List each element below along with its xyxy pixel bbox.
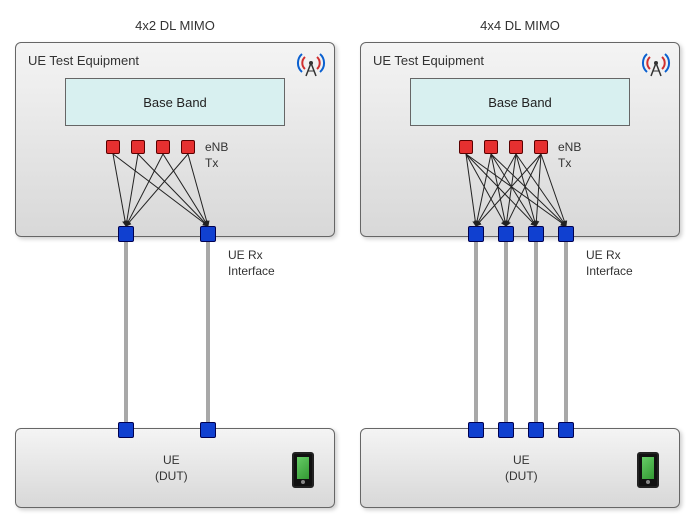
- left-rx-top-2: [200, 226, 216, 242]
- left-baseband: Base Band: [65, 78, 285, 126]
- right-tx-3: [509, 140, 523, 154]
- left-antenna-icon: [296, 48, 326, 78]
- left-ue-text: UE: [163, 453, 180, 467]
- left-dut-text: (DUT): [155, 469, 188, 483]
- left-rx-bot-1: [118, 422, 134, 438]
- left-rx-top-1: [118, 226, 134, 242]
- right-tx-1: [459, 140, 473, 154]
- left-title: 4x2 DL MIMO: [110, 18, 240, 33]
- right-equipment-label: UE Test Equipment: [373, 53, 484, 68]
- right-rx-top-4: [558, 226, 574, 242]
- right-antenna-icon: [641, 48, 671, 78]
- right-rx-bot-3: [528, 422, 544, 438]
- right-dut-text: (DUT): [505, 469, 538, 483]
- right-cable-4: [564, 242, 568, 424]
- right-cable-2: [504, 242, 508, 424]
- left-phone-icon: [292, 452, 314, 488]
- left-ue-label: UE (DUT): [155, 453, 188, 484]
- right-ue-label: UE (DUT): [505, 453, 538, 484]
- right-rx-bot-1: [468, 422, 484, 438]
- left-enb-tx-label: eNB Tx: [205, 140, 228, 171]
- left-tx-2: [131, 140, 145, 154]
- right-cable-3: [534, 242, 538, 424]
- left-equipment-label: UE Test Equipment: [28, 53, 139, 68]
- left-cable-2: [206, 242, 210, 424]
- right-enb-tx-label: eNB Tx: [558, 140, 581, 171]
- right-baseband: Base Band: [410, 78, 630, 126]
- right-cable-1: [474, 242, 478, 424]
- left-equipment-panel: UE Test Equipment: [15, 42, 335, 237]
- left-tx-4: [181, 140, 195, 154]
- right-tx-4: [534, 140, 548, 154]
- right-rx-top-1: [468, 226, 484, 242]
- right-rx-top-3: [528, 226, 544, 242]
- right-tx-2: [484, 140, 498, 154]
- right-phone-icon: [637, 452, 659, 488]
- right-title: 4x4 DL MIMO: [455, 18, 585, 33]
- left-cable-1: [124, 242, 128, 424]
- left-uerx-label: UE Rx Interface: [228, 248, 275, 279]
- right-rx-top-2: [498, 226, 514, 242]
- left-rx-bot-2: [200, 422, 216, 438]
- right-rx-bot-4: [558, 422, 574, 438]
- left-tx-1: [106, 140, 120, 154]
- right-ue-text: UE: [513, 453, 530, 467]
- left-tx-3: [156, 140, 170, 154]
- right-rx-bot-2: [498, 422, 514, 438]
- right-uerx-label: UE Rx Interface: [586, 248, 633, 279]
